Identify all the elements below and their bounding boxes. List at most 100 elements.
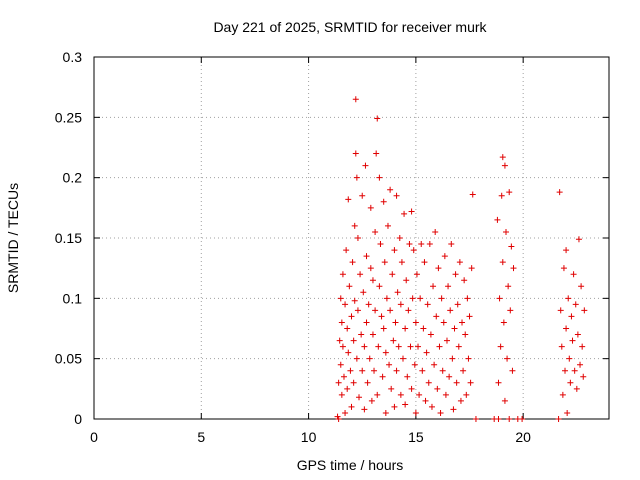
data-point bbox=[460, 367, 467, 374]
data-point bbox=[402, 401, 409, 408]
data-point bbox=[504, 355, 511, 362]
data-point bbox=[372, 228, 379, 235]
data-point bbox=[569, 337, 576, 344]
data-point bbox=[503, 228, 509, 235]
data-point bbox=[442, 391, 449, 398]
data-point bbox=[379, 373, 386, 380]
data-point bbox=[575, 236, 582, 243]
data-point bbox=[440, 319, 447, 326]
data-point bbox=[346, 283, 353, 290]
data-point bbox=[571, 367, 578, 374]
data-point bbox=[411, 361, 418, 368]
data-point bbox=[449, 355, 456, 362]
data-point bbox=[401, 210, 408, 217]
data-point bbox=[397, 391, 404, 398]
data-point bbox=[573, 385, 580, 392]
data-point bbox=[344, 325, 351, 332]
data-point bbox=[371, 367, 378, 374]
data-point bbox=[578, 283, 585, 290]
data-point bbox=[450, 406, 457, 413]
data-point bbox=[381, 259, 388, 266]
data-point bbox=[459, 319, 466, 326]
data-point bbox=[469, 191, 476, 198]
data-point bbox=[447, 307, 454, 314]
data-point bbox=[410, 247, 417, 254]
data-point bbox=[373, 150, 380, 157]
data-point bbox=[342, 409, 349, 416]
data-point bbox=[425, 379, 432, 386]
data-point bbox=[577, 361, 584, 368]
data-point bbox=[437, 409, 444, 416]
data-point bbox=[348, 313, 355, 320]
data-point bbox=[351, 297, 358, 304]
y-tick-label: 0.05 bbox=[55, 351, 82, 367]
data-point bbox=[443, 337, 450, 344]
data-point bbox=[499, 154, 506, 161]
data-point bbox=[463, 391, 470, 398]
data-point bbox=[416, 391, 423, 398]
data-point bbox=[508, 243, 515, 250]
data-point bbox=[412, 409, 419, 416]
data-point bbox=[338, 319, 345, 326]
data-point bbox=[500, 319, 507, 326]
data-point bbox=[363, 319, 370, 326]
data-point bbox=[354, 235, 361, 241]
data-point bbox=[359, 192, 366, 199]
data-point bbox=[580, 373, 587, 380]
x-tick-label: 10 bbox=[301, 429, 317, 445]
data-point bbox=[351, 222, 358, 229]
data-point bbox=[445, 283, 452, 290]
data-point bbox=[506, 189, 513, 196]
data-point bbox=[570, 271, 577, 278]
data-point bbox=[393, 367, 400, 374]
data-point bbox=[574, 331, 581, 338]
data-point bbox=[349, 259, 356, 266]
data-point bbox=[387, 307, 394, 314]
data-point bbox=[427, 331, 434, 338]
data-point bbox=[345, 349, 352, 356]
data-point bbox=[392, 319, 399, 326]
data-point bbox=[412, 319, 419, 326]
data-point bbox=[398, 259, 405, 266]
data-points bbox=[334, 96, 588, 422]
data-point bbox=[338, 391, 345, 398]
data-point bbox=[400, 355, 406, 362]
data-point bbox=[337, 295, 344, 302]
data-point bbox=[456, 259, 463, 266]
data-point bbox=[438, 295, 445, 302]
data-point bbox=[426, 241, 433, 248]
data-point bbox=[366, 355, 373, 362]
data-point bbox=[494, 216, 501, 223]
data-point bbox=[345, 196, 352, 203]
data-point bbox=[419, 367, 426, 374]
data-point bbox=[408, 385, 415, 392]
data-point bbox=[408, 208, 415, 215]
data-point bbox=[374, 391, 381, 398]
data-point bbox=[335, 416, 342, 422]
data-point bbox=[565, 295, 572, 302]
data-point bbox=[367, 265, 374, 272]
data-point bbox=[568, 313, 575, 320]
data-point bbox=[397, 301, 404, 308]
data-point bbox=[423, 349, 430, 356]
data-point bbox=[378, 313, 385, 320]
data-point bbox=[519, 416, 526, 422]
x-tick-label: 20 bbox=[515, 429, 531, 445]
grid-lines bbox=[94, 57, 609, 419]
x-axis-label: GPS time / hours bbox=[297, 457, 404, 473]
data-point bbox=[557, 307, 564, 314]
data-point bbox=[559, 391, 566, 398]
chart-title: Day 221 of 2025, SRMTID for receiver mur… bbox=[213, 19, 487, 35]
data-point bbox=[348, 403, 355, 410]
data-point bbox=[364, 379, 371, 386]
data-point bbox=[393, 192, 400, 199]
data-point bbox=[337, 361, 344, 368]
y-tick-label: 0.15 bbox=[55, 230, 82, 246]
data-point bbox=[495, 379, 502, 386]
data-point bbox=[403, 277, 410, 284]
data-point bbox=[384, 222, 391, 229]
y-tick-label: 0.25 bbox=[55, 109, 82, 125]
data-point bbox=[390, 337, 397, 344]
x-tick-label: 15 bbox=[408, 429, 424, 445]
data-point bbox=[363, 253, 370, 260]
